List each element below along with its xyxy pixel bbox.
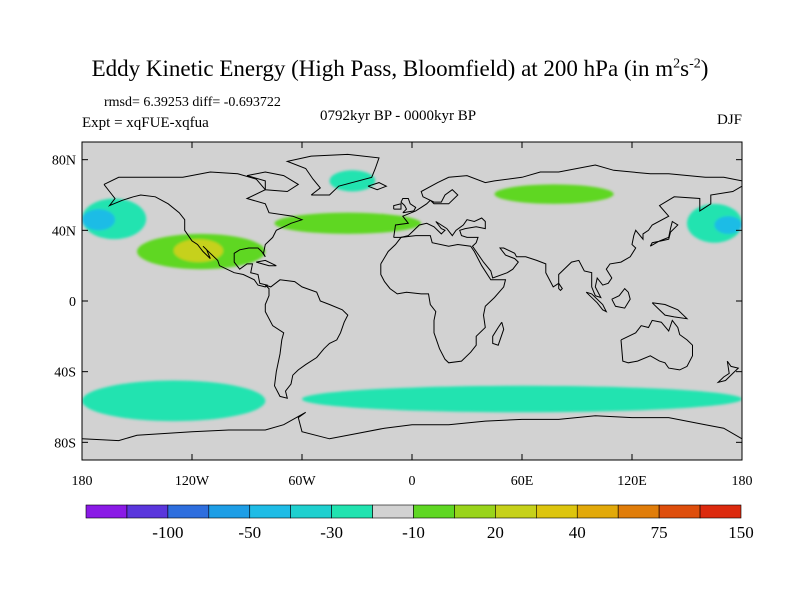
coast-africa xyxy=(380,235,507,364)
colorbar-swatch xyxy=(536,504,578,519)
lon-tick-label: 0 xyxy=(409,474,416,489)
longitude-axis: 180 120W 60W 0 60E 120E 180 xyxy=(72,142,753,489)
coast-north-america xyxy=(103,171,304,288)
lon-tick-label: 180 xyxy=(732,474,753,489)
colorbar-swatch xyxy=(495,504,537,519)
colorbar-swatch xyxy=(249,504,291,519)
field-negative-pacific-west-core xyxy=(82,209,115,231)
coast-baffin-island xyxy=(246,171,300,193)
coast-uk xyxy=(400,198,417,214)
coast-greenland xyxy=(285,153,380,196)
colorbar-swatch xyxy=(331,504,373,519)
field-negative-north-atlantic xyxy=(329,170,376,192)
coast-new-guinea xyxy=(651,302,689,320)
colorbar-label: -10 xyxy=(402,523,425,542)
colorbar-label: -50 xyxy=(238,523,261,542)
field-positive-north-pacific-core xyxy=(173,239,224,263)
coast-iceland xyxy=(367,182,388,191)
coast-japan xyxy=(649,220,679,247)
coast-sumatra xyxy=(585,291,608,313)
colorbar-swatch xyxy=(85,504,128,519)
coast-ireland xyxy=(393,203,402,210)
field-negative-southern-ocean-east xyxy=(302,385,742,413)
stats-line: rmsd= 6.39253 diff= -0.693722 xyxy=(104,95,281,110)
figure-title: Eddy Kinetic Energy (High Pass, Bloomfie… xyxy=(91,56,709,81)
lon-tick-label: 120E xyxy=(617,474,647,489)
coast-eurasia xyxy=(393,164,742,299)
coast-cuba xyxy=(256,259,277,267)
coast-borneo xyxy=(611,287,631,309)
colorbar-swatch xyxy=(576,504,619,519)
colorbar-label: 20 xyxy=(487,523,504,542)
colorbar-label: -100 xyxy=(152,523,183,542)
colorbar-swatch xyxy=(413,504,455,519)
coast-madagascar xyxy=(492,321,505,346)
field-positive-north-atlantic-jet xyxy=(274,212,422,234)
colorbar-swatch xyxy=(126,504,169,519)
colorbar-swatch xyxy=(372,504,414,519)
colorbar-label: 75 xyxy=(651,523,668,542)
anomaly-field-layer xyxy=(82,170,742,422)
latitude-axis: 80N 40N 0 40S 80S xyxy=(52,154,742,451)
field-negative-southern-ocean-west xyxy=(82,380,266,422)
experiment-label: Expt = xqFUE-xqfua xyxy=(82,115,209,131)
coast-australia xyxy=(620,319,693,371)
coastline-layer xyxy=(82,153,742,442)
colorbar-label: 40 xyxy=(569,523,586,542)
colorbar-swatch xyxy=(699,504,742,519)
lat-tick-label: 80S xyxy=(54,436,76,451)
colorbar: -100 -50 -30 -10 20 40 75 150 xyxy=(85,504,754,542)
field-positive-central-asia xyxy=(494,184,614,204)
colorbar-swatch xyxy=(290,504,332,519)
colorbar-label: 150 xyxy=(728,523,754,542)
season-label: DJF xyxy=(716,112,742,128)
colorbar-swatch xyxy=(454,504,496,519)
coast-new-zealand xyxy=(716,360,740,384)
map-panel xyxy=(81,141,743,461)
lon-tick-label: 60E xyxy=(511,474,534,489)
lon-tick-label: 180 xyxy=(72,474,93,489)
lon-tick-label: 120W xyxy=(175,474,210,489)
lat-tick-label: 40S xyxy=(54,366,76,381)
lat-tick-label: 40N xyxy=(52,224,76,239)
colorbar-label: -30 xyxy=(320,523,343,542)
coast-south-america xyxy=(264,279,349,399)
coast-antarctica xyxy=(82,411,742,442)
colorbar-swatch xyxy=(208,504,251,519)
colorbar-swatch xyxy=(617,504,660,519)
lat-tick-label: 80N xyxy=(52,154,76,169)
colorbar-swatch xyxy=(658,504,701,519)
coast-sri-lanka xyxy=(558,283,563,292)
field-negative-pacific-east-core xyxy=(714,216,742,234)
lon-tick-label: 60W xyxy=(288,474,316,489)
period-label: 0792kyr BP - 0000kyr BP xyxy=(320,108,477,124)
lat-tick-label: 0 xyxy=(69,295,76,310)
colorbar-swatch xyxy=(167,504,210,519)
